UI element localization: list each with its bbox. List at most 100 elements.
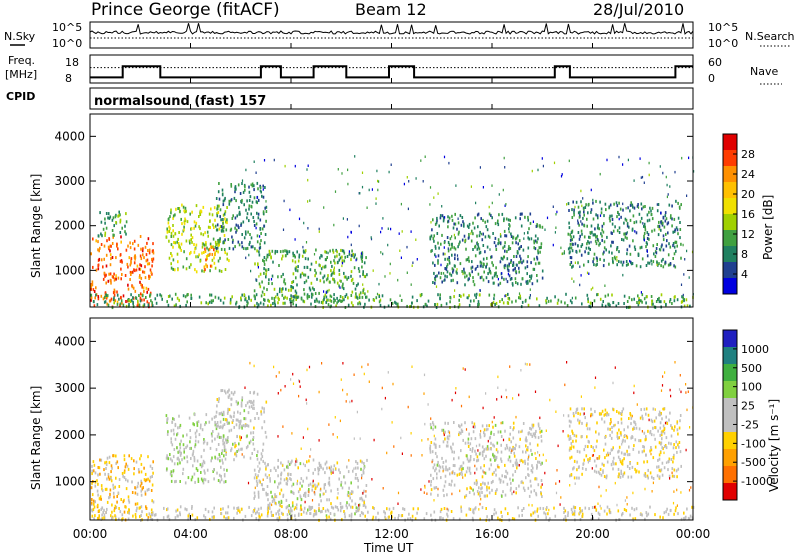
echo-cell — [581, 232, 583, 236]
echo-cell — [596, 234, 598, 238]
echo-cell — [314, 299, 316, 303]
echo-cell — [149, 475, 152, 479]
echo-cell — [587, 260, 590, 264]
echo-cell — [431, 249, 433, 253]
echo-cell — [170, 437, 172, 441]
echo-cell — [585, 454, 588, 458]
echo-cell — [363, 466, 365, 470]
echo-cell — [659, 421, 662, 425]
echo-cell — [147, 303, 150, 307]
echo-cell — [458, 431, 461, 435]
echo-cell — [611, 257, 614, 260]
echo-cell — [127, 498, 130, 502]
echo-cell — [172, 214, 175, 218]
echo-cell — [273, 299, 276, 303]
echo-cell — [665, 244, 668, 248]
echo-cell — [583, 412, 585, 415]
echo-cell — [580, 220, 582, 223]
echo-cell — [506, 396, 508, 399]
echo-cell — [204, 250, 207, 253]
echo-cell — [108, 237, 110, 241]
echo-cell — [438, 224, 440, 228]
echo-cell — [534, 432, 536, 435]
echo-cell — [185, 446, 187, 450]
echo-cell — [644, 225, 646, 229]
echo-cell — [213, 415, 216, 419]
echo-cell — [430, 249, 432, 253]
echo-cell — [507, 268, 510, 272]
echo-cell — [201, 479, 204, 483]
echo-cell — [626, 236, 628, 240]
echo-cell — [115, 277, 117, 281]
echo-cell — [533, 239, 535, 243]
echo-cell — [256, 476, 258, 480]
echo-cell — [666, 222, 669, 226]
echo-cell — [217, 190, 220, 194]
echo-cell — [451, 214, 453, 218]
echo-cell — [442, 252, 445, 256]
echo-cell — [537, 436, 540, 440]
echo-cell — [451, 218, 454, 222]
echo-cell — [398, 514, 400, 517]
echo-cell — [529, 479, 532, 483]
echo-cell — [346, 277, 348, 281]
echo-cell — [615, 201, 618, 205]
echo-cell — [290, 378, 292, 381]
echo-cell — [486, 488, 488, 492]
echo-cell — [361, 473, 363, 477]
echo-cell — [639, 220, 642, 224]
echo-cell — [147, 516, 150, 520]
echo-cell — [528, 227, 530, 231]
echo-cell — [104, 472, 106, 476]
echo-cell — [333, 464, 336, 468]
echo-cell — [166, 229, 169, 233]
echo-cell — [561, 173, 563, 176]
echo-cell — [106, 500, 109, 504]
echo-cell — [515, 255, 518, 258]
echo-cell — [296, 479, 299, 483]
echo-cell — [230, 198, 233, 202]
echo-cell — [580, 229, 583, 233]
echo-cell — [682, 243, 684, 247]
echo-cell — [342, 362, 344, 365]
echo-cell — [609, 219, 611, 223]
echo-cell — [254, 486, 256, 490]
echo-cell — [304, 464, 306, 468]
echo-cell — [105, 264, 108, 268]
echo-cell — [255, 171, 257, 174]
echo-cell — [611, 430, 613, 434]
echo-cell — [191, 505, 193, 508]
echo-cell — [116, 290, 118, 294]
echo-cell — [519, 294, 521, 298]
echo-cell — [445, 459, 447, 463]
echo-cell — [102, 277, 105, 281]
echo-cell — [122, 474, 124, 478]
echo-cell — [515, 299, 517, 303]
echo-cell — [614, 257, 617, 261]
echo-cell — [263, 224, 265, 228]
echo-cell — [113, 293, 116, 297]
echo-cell — [661, 243, 663, 247]
echo-cell — [521, 277, 524, 281]
echo-cell — [184, 206, 187, 210]
echo-cell — [448, 161, 450, 165]
echo-cell — [498, 241, 500, 245]
echo-cell — [277, 517, 279, 521]
echo-cell — [358, 505, 360, 509]
echo-cell — [447, 247, 449, 250]
echo-cell — [353, 437, 355, 440]
echo-cell — [532, 267, 535, 271]
echo-cell — [144, 265, 146, 269]
echo-cell — [645, 511, 648, 515]
echo-cell — [216, 207, 219, 211]
velocity-colorbar-title: Velocity [m s⁻¹] — [767, 399, 781, 492]
echo-cell — [292, 251, 294, 255]
echo-cell — [354, 512, 356, 516]
echo-cell — [362, 289, 364, 293]
echo-cell — [467, 256, 470, 260]
echo-cell — [453, 222, 455, 226]
echo-cell — [227, 390, 229, 394]
echo-cell — [356, 410, 358, 414]
echo-cell — [262, 184, 264, 188]
echo-cell — [611, 293, 613, 297]
